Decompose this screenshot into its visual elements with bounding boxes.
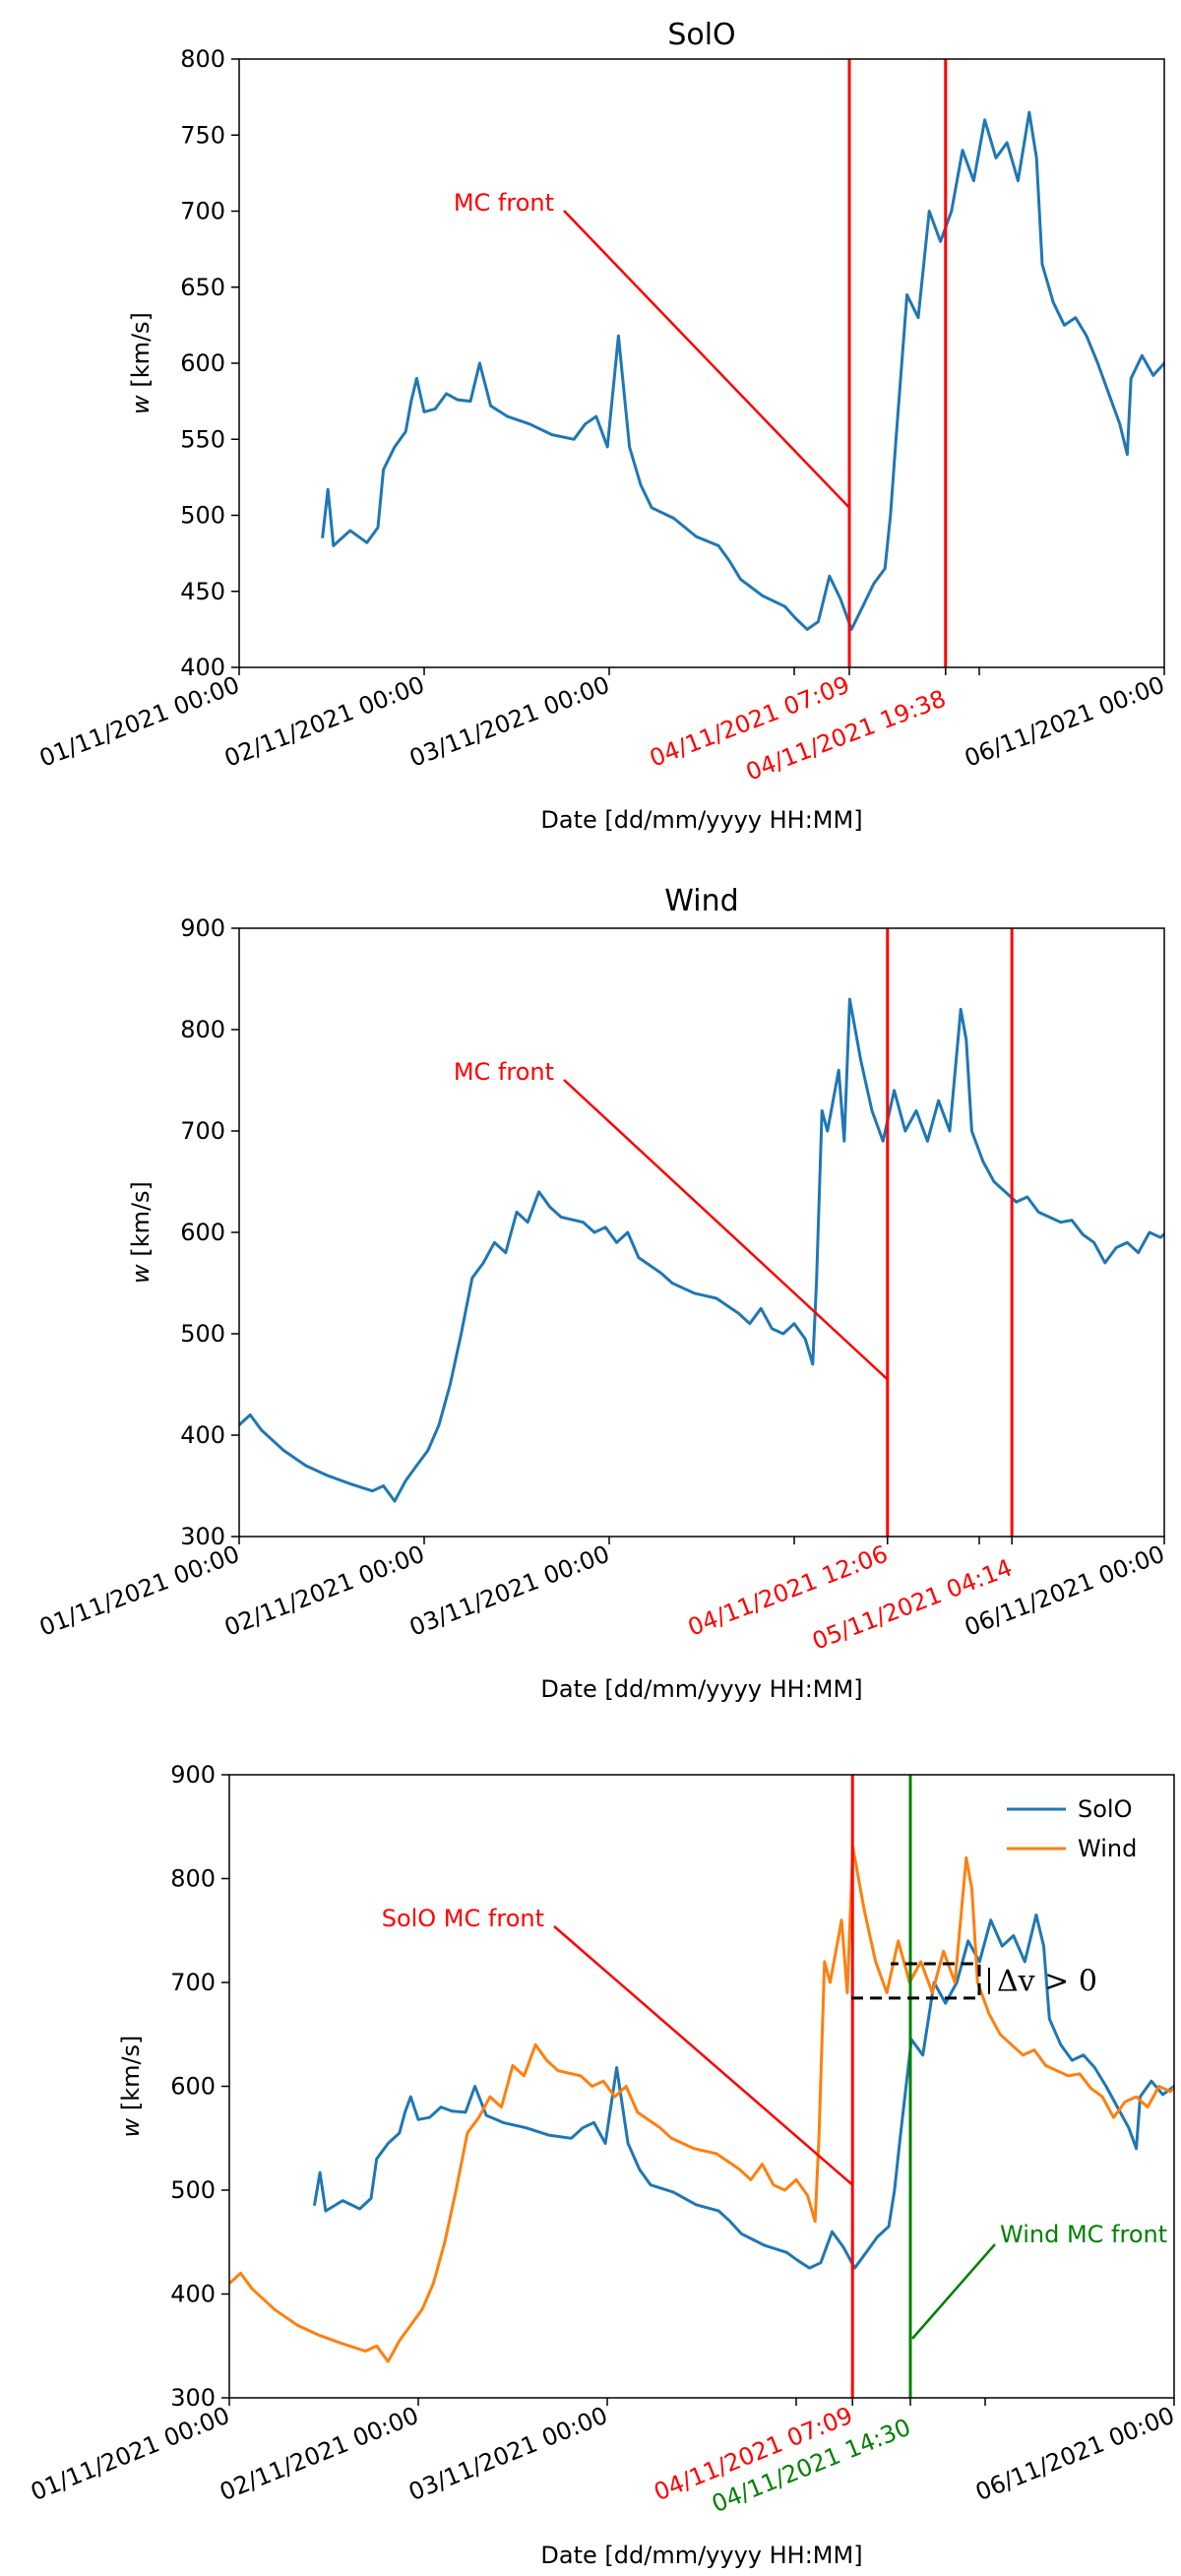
y-tick-label: 650 bbox=[180, 274, 225, 301]
annotation-arrow bbox=[911, 2243, 996, 2340]
x-tick-label: 06/11/2021 00:00 bbox=[961, 1539, 1168, 1641]
y-tick-label: 550 bbox=[180, 425, 225, 453]
y-tick-label: 400 bbox=[180, 654, 225, 681]
y-tick-label: 750 bbox=[180, 121, 225, 149]
plot-frame bbox=[238, 58, 1165, 668]
y-tick-label: 600 bbox=[180, 1219, 225, 1246]
y-tick-label: 600 bbox=[170, 2073, 216, 2101]
plot-frame bbox=[228, 1774, 1175, 2399]
x-tick-label: 02/11/2021 00:00 bbox=[220, 1539, 428, 1641]
x-axis-title: Date [dd/mm/yyyy HH:MM] bbox=[540, 1675, 862, 1703]
x-tick-label: 03/11/2021 00:00 bbox=[405, 670, 613, 772]
annotation-arrow bbox=[563, 210, 850, 509]
y-tick-label: 700 bbox=[170, 1969, 216, 1996]
y-tick-label: 500 bbox=[180, 502, 225, 530]
chart-title: Wind bbox=[664, 884, 738, 918]
y-tick-label: 800 bbox=[180, 1016, 225, 1043]
annotation-label: MC front bbox=[454, 189, 554, 217]
x-tick-label: 01/11/2021 00:00 bbox=[35, 670, 243, 772]
series-line-solo bbox=[312, 1913, 1174, 2270]
y-axis-title: w [km/s] bbox=[117, 2036, 145, 2138]
legend-label: SolO bbox=[1078, 1795, 1132, 1823]
annotation-arrow bbox=[563, 1079, 889, 1381]
y-tick-label: 700 bbox=[180, 1117, 225, 1145]
y-tick-label: 500 bbox=[170, 2176, 216, 2204]
y-tick-label: 300 bbox=[180, 1523, 225, 1550]
x-tick-label: 01/11/2021 00:00 bbox=[27, 2402, 233, 2507]
y-axis-title: w [km/s] bbox=[127, 312, 155, 414]
series-line-series-0 bbox=[239, 997, 1164, 1503]
annotation-label: Wind MC front bbox=[1000, 2221, 1167, 2248]
y-axis-title: w [km/s] bbox=[127, 1181, 155, 1284]
annotation-label: SolO MC front bbox=[382, 1905, 544, 1932]
y-tick-label: 400 bbox=[180, 1421, 225, 1449]
plot-frame bbox=[238, 927, 1165, 1538]
y-tick-label: 300 bbox=[170, 2384, 216, 2412]
x-tick-label: 02/11/2021 00:00 bbox=[216, 2402, 422, 2507]
y-tick-label: 400 bbox=[170, 2281, 216, 2308]
delta-v-bracket bbox=[851, 1962, 981, 2000]
y-tick-label: 500 bbox=[180, 1320, 225, 1348]
y-tick-label: 800 bbox=[180, 45, 225, 73]
x-axis-title: Date [dd/mm/yyyy HH:MM] bbox=[540, 2542, 862, 2569]
x-tick-label: 03/11/2021 00:00 bbox=[404, 2402, 611, 2507]
x-tick-label: 06/11/2021 00:00 bbox=[961, 670, 1168, 772]
annotation-label: MC front bbox=[454, 1058, 554, 1086]
y-tick-label: 900 bbox=[180, 914, 225, 942]
x-tick-label: 03/11/2021 00:00 bbox=[405, 1539, 613, 1641]
series-line-wind bbox=[229, 1846, 1174, 2363]
x-axis-title: Date [dd/mm/yyyy HH:MM] bbox=[540, 806, 862, 834]
y-tick-label: 450 bbox=[180, 578, 225, 605]
legend-label: Wind bbox=[1078, 1835, 1137, 1862]
x-tick-label: 02/11/2021 00:00 bbox=[220, 670, 428, 772]
chart-title: SolO bbox=[667, 18, 735, 52]
delta-v-label: Δv > 0 bbox=[997, 1964, 1097, 1998]
y-tick-label: 600 bbox=[180, 349, 225, 377]
series-line-series-0 bbox=[321, 110, 1164, 631]
x-tick-label: 06/11/2021 00:00 bbox=[971, 2402, 1178, 2507]
annotation-arrow bbox=[553, 1925, 854, 2186]
y-tick-label: 700 bbox=[180, 198, 225, 225]
y-tick-label: 900 bbox=[170, 1761, 216, 1789]
x-tick-label: 01/11/2021 00:00 bbox=[35, 1539, 243, 1641]
y-tick-label: 800 bbox=[170, 1865, 216, 1893]
